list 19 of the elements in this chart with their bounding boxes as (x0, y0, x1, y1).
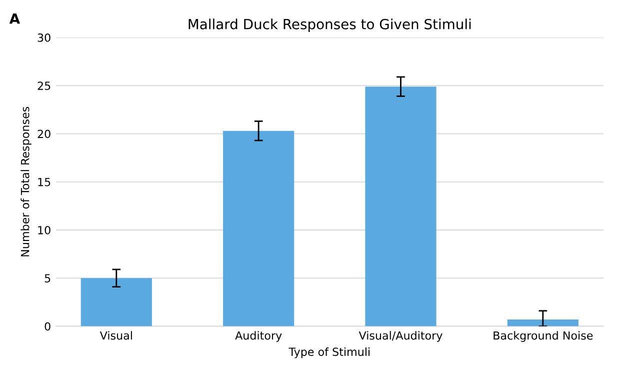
y-axis-title: Number of Total Responses (20, 106, 32, 256)
x-tick-label: Auditory (235, 331, 282, 342)
bar (507, 320, 578, 326)
y-tick-label: 15 (38, 178, 50, 186)
chart-title: Mallard Duck Responses to Given Stimuli (188, 18, 471, 32)
y-tick-label: 0 (44, 322, 50, 331)
bar (80, 278, 152, 326)
x-tick-label: Visual (100, 331, 132, 340)
text: A (9, 14, 20, 24)
bar (365, 86, 436, 326)
y-tick-label: 30 (38, 33, 50, 42)
y-tick-label: 25 (38, 82, 50, 90)
y-tick-label: 10 (38, 226, 50, 234)
y-tick-label: 5 (44, 274, 50, 283)
x-tick-label: Visual/Auditory (358, 331, 442, 342)
x-tick-label: Background Noise (494, 331, 593, 342)
y-tick-label: 20 (38, 130, 50, 138)
x-axis-title: Type of Stimuli (288, 347, 370, 358)
bar (223, 130, 294, 326)
